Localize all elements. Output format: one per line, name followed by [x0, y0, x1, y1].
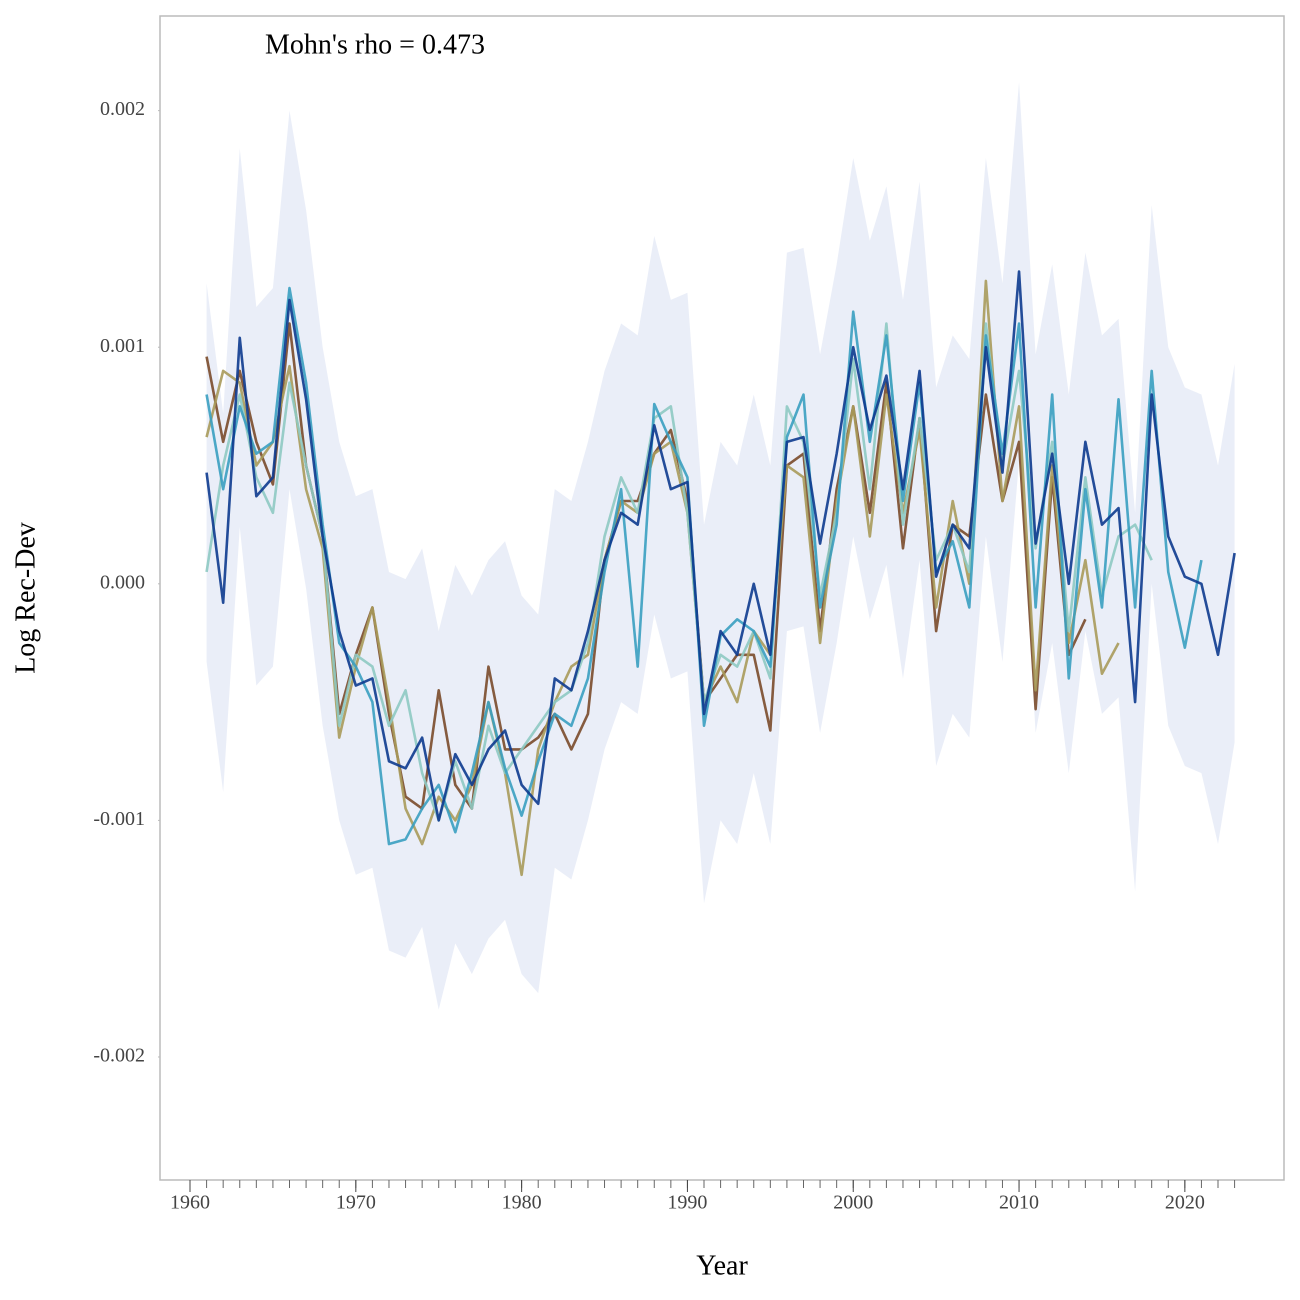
x-tick-label: 1990 — [667, 1192, 707, 1214]
confidence-ribbon — [206, 82, 1235, 1010]
series-line — [205, 286, 1203, 846]
x-tick-label: 1980 — [502, 1192, 542, 1214]
y-tick-label: -0.002 — [93, 1045, 145, 1067]
x-tick-label: 2020 — [1165, 1192, 1205, 1214]
plot-border — [159, 15, 1285, 1181]
y-axis-label: Log Rec-Dev — [10, 522, 41, 674]
y-tick-label: 0.001 — [100, 335, 145, 357]
y-tick-label: 0.002 — [100, 98, 145, 120]
x-tick-label: 2000 — [833, 1192, 873, 1214]
x-axis-label: Year — [696, 1250, 748, 1281]
y-tick-label: -0.001 — [93, 808, 145, 830]
annotation: Mohn's rho = 0.473 — [265, 29, 485, 60]
x-tick-label: 1970 — [336, 1192, 376, 1214]
y-tick-label: 0.000 — [100, 571, 145, 593]
series-line — [205, 270, 1236, 822]
x-tick-label: 1960 — [170, 1192, 210, 1214]
x-tick-label: 2010 — [999, 1192, 1039, 1214]
